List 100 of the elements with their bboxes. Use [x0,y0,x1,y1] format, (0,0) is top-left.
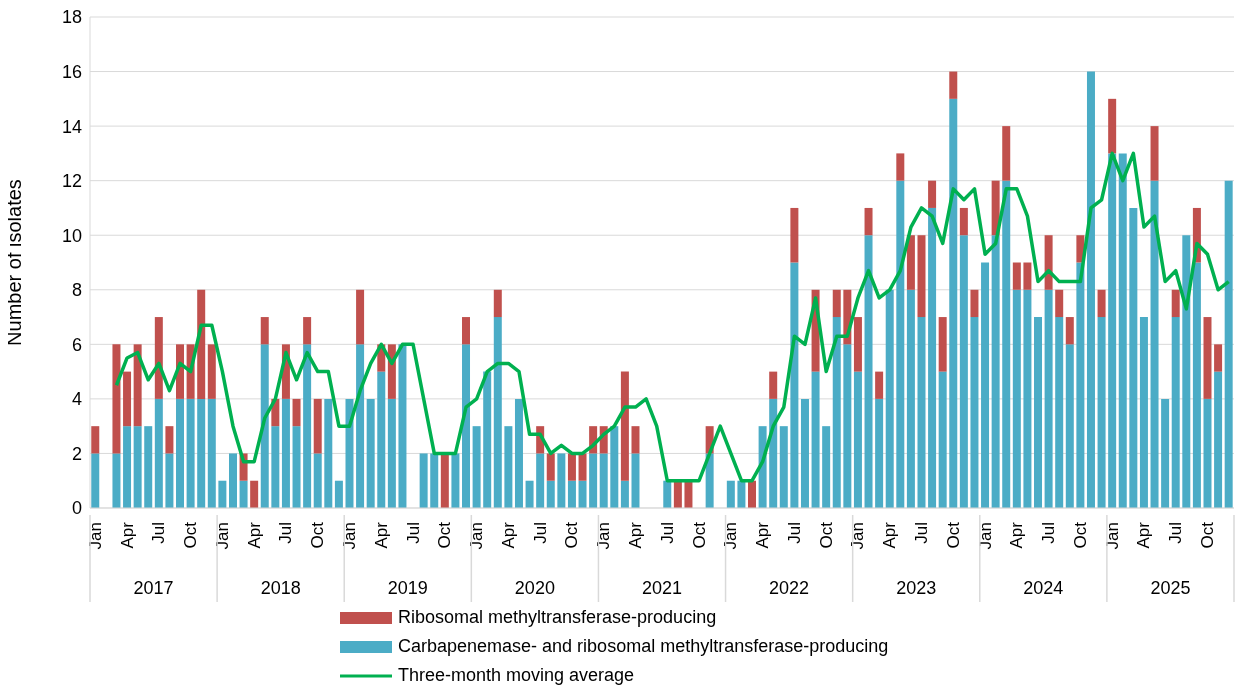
bar [970,289,979,318]
bar [536,453,545,508]
bar [1065,317,1074,345]
x-tick-label: Jul [657,522,677,544]
bar [483,371,492,508]
bar [832,317,841,508]
bar [737,480,746,508]
x-tick-label: Jan [594,522,614,550]
bar [959,235,968,508]
bar [1203,398,1212,508]
bar [1171,289,1180,318]
bar [1065,344,1074,508]
x-tick-label: Jul [149,522,169,544]
bar [1171,317,1180,508]
x-tick-label: Apr [1007,521,1027,549]
text: 2022 [769,578,810,598]
bar [1224,180,1233,508]
x-tick-label: Oct [562,521,582,549]
x-tick-label: Apr [626,521,646,549]
y-tick-label: 4 [71,389,82,410]
bar [769,371,778,399]
bar [938,317,947,372]
x-tick-label: Apr [880,521,900,549]
bar [1034,317,1043,508]
text: 2021 [641,578,683,598]
bar [970,317,979,508]
x-tick-label: Oct [435,521,455,549]
bar [928,207,937,508]
bar [959,207,968,236]
bar [324,398,333,508]
bar [726,480,735,508]
y-tick-label: 2 [71,443,82,464]
y-tick-label: 6 [71,334,82,355]
bar [769,398,778,508]
x-tick-label: Apr [117,521,137,549]
bar [631,426,640,454]
bar [398,344,407,508]
bar [620,480,629,508]
bar [303,317,312,345]
bar [218,480,227,508]
x-tick-label: Jan [212,522,232,550]
x-tick-label: Jan [85,522,105,550]
x-tick-label: Jul [912,522,932,544]
bar [1044,289,1053,508]
bar [610,426,619,508]
text: 2023 [896,578,937,598]
bar [1023,289,1032,508]
bar [673,480,682,508]
bar [430,453,439,508]
x-tick-label: Jan [848,522,868,550]
bar [112,453,121,508]
bar [1012,262,1021,290]
bar [462,317,471,345]
bar [292,398,301,427]
bar [1150,180,1159,508]
x-tick-label: Apr [498,521,518,549]
bar [334,480,343,508]
bar [345,398,354,508]
bar [1129,207,1138,508]
bar [1214,371,1223,508]
bar [631,453,640,508]
bar [1203,317,1212,399]
bar [377,371,386,508]
y-tick-label: 14 [61,116,82,137]
x-tick-label: Oct [816,521,836,549]
bar [451,453,460,508]
bar [154,317,163,399]
bar [1161,398,1170,508]
bar [1214,344,1223,372]
bar [1097,289,1106,318]
text: 2025 [1150,578,1191,598]
bar [1108,98,1117,154]
bar [112,344,121,454]
bar [949,98,958,508]
line-series [114,151,1231,483]
text: 2024 [1023,578,1064,598]
bar [875,398,884,508]
bar [1118,153,1127,508]
bar [705,453,714,508]
bar [811,371,820,508]
bar [578,453,587,481]
bar [546,480,555,508]
x-tick-label: Oct [181,521,201,549]
bar [123,371,132,427]
bar [875,371,884,399]
bar [144,426,153,508]
y-tick-label: 12 [61,171,82,192]
text: 2019 [387,578,428,598]
x-tick-label: Jan [975,522,995,550]
bar [578,480,587,508]
bar [620,371,629,481]
bar [864,235,873,508]
bar [1055,289,1064,318]
bar [462,344,471,508]
bar [472,426,481,508]
x-tick-label: Apr [244,521,264,549]
bar [91,453,100,508]
x-tick-label: Oct [1198,521,1218,549]
bar [896,153,905,181]
x-tick-label: Apr [1134,521,1154,549]
